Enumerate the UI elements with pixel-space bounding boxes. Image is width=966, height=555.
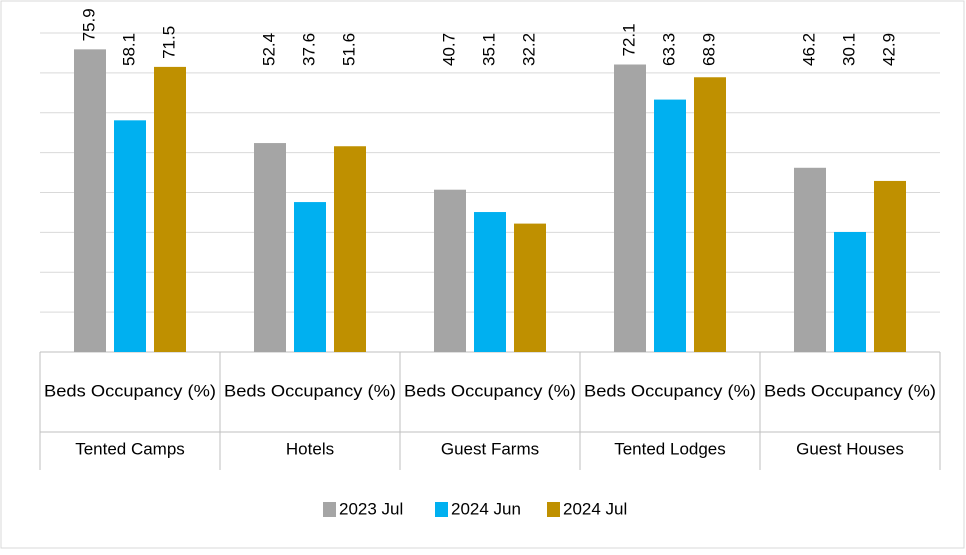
legend-label: 2024 Jun [451, 499, 521, 518]
bar [514, 223, 546, 352]
data-label: 72.1 [619, 23, 638, 56]
data-label: 37.6 [299, 33, 318, 66]
bar [874, 180, 906, 352]
data-label: 32.2 [519, 33, 538, 66]
data-label: 63.3 [659, 33, 678, 66]
bar [694, 77, 726, 352]
legend-label: 2023 Jul [339, 499, 403, 518]
legend-swatch [435, 502, 448, 517]
data-label: 75.9 [79, 8, 98, 41]
bar [334, 146, 366, 352]
data-label: 35.1 [479, 33, 498, 66]
bar [154, 66, 186, 353]
x-sub-label: Beds Occupancy (%) [224, 381, 396, 400]
legend-swatch [323, 502, 336, 517]
bar [254, 143, 286, 352]
x-sub-label: Beds Occupancy (%) [764, 381, 936, 400]
data-label: 58.1 [119, 33, 138, 66]
x-tick-label: Guest Houses [796, 439, 904, 458]
data-label: 52.4 [259, 33, 278, 66]
x-sub-label: Beds Occupancy (%) [584, 381, 756, 400]
bar [434, 189, 466, 352]
bar [614, 64, 646, 352]
x-sub-label: Beds Occupancy (%) [404, 381, 576, 400]
bar [74, 49, 106, 352]
bar [654, 99, 686, 352]
data-label: 68.9 [699, 33, 718, 66]
bar [474, 212, 506, 352]
bar [114, 120, 146, 352]
legend-label: 2024 Jul [563, 499, 627, 518]
data-label: 30.1 [839, 33, 858, 66]
data-label: 51.6 [339, 33, 358, 66]
x-tick-label: Tented Camps [75, 439, 185, 458]
x-tick-label: Hotels [286, 439, 334, 458]
x-tick-label: Guest Farms [441, 439, 539, 458]
bar [294, 202, 326, 352]
data-label: 46.2 [799, 33, 818, 66]
bar [794, 167, 826, 352]
bar [834, 231, 866, 352]
data-label: 42.9 [879, 33, 898, 66]
data-label: 71.5 [159, 26, 178, 59]
data-label: 40.7 [439, 33, 458, 66]
x-tick-label: Tented Lodges [614, 439, 726, 458]
x-sub-label: Beds Occupancy (%) [44, 381, 216, 400]
legend-swatch [547, 502, 560, 517]
